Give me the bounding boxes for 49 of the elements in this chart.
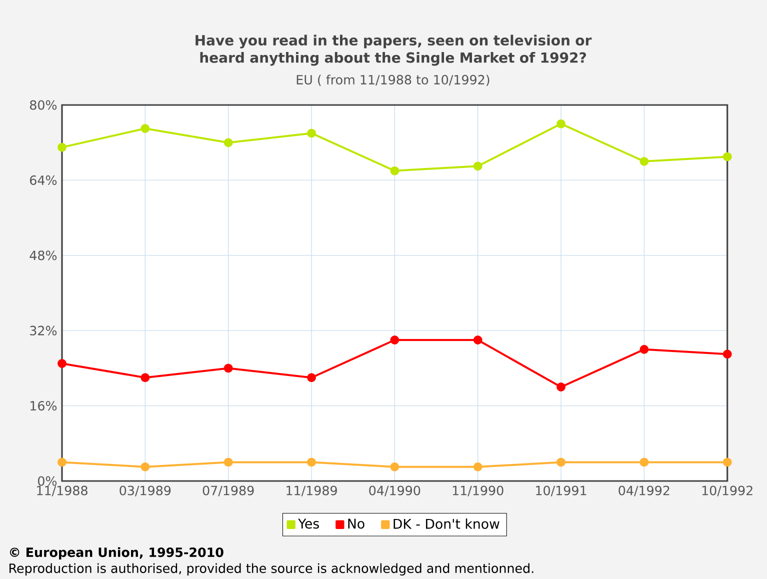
point (58, 359, 66, 368)
point (58, 458, 66, 467)
point (390, 462, 400, 472)
x-tick-label: 03/1989 (120, 486, 171, 496)
point (473, 462, 482, 472)
point (390, 166, 400, 176)
legend-label: No (348, 518, 364, 529)
point (140, 373, 150, 382)
legend-label: Yes (298, 518, 319, 529)
point (722, 458, 732, 467)
y-tick-label: 0% (38, 476, 57, 486)
point (224, 364, 233, 373)
point (473, 162, 482, 171)
point (556, 119, 566, 128)
y-tick-label: 64% (30, 175, 57, 186)
text: © European Union, 1995-2010 (10, 547, 224, 560)
point (722, 350, 732, 359)
point (307, 128, 316, 138)
x-tick-label: 10/1991 (536, 486, 586, 496)
point (640, 344, 649, 354)
point (556, 382, 566, 392)
y-tick-label: 32% (30, 326, 57, 336)
point (58, 142, 66, 152)
legend-label: DK - Don't know (394, 518, 500, 529)
point (307, 458, 316, 467)
point (390, 336, 400, 344)
y-tick-label: 16% (30, 401, 57, 411)
chart-subtitle: EU ( from 11/1988 to 10/1992) (296, 74, 490, 86)
y-tick-label: 48% (30, 250, 57, 260)
point (473, 336, 482, 344)
x-tick-label: 11/1989 (286, 486, 337, 496)
x-tick-label: 04/1990 (369, 486, 420, 496)
point (307, 373, 316, 382)
x-tick-label: 10/1992 (702, 486, 752, 496)
point (140, 462, 150, 472)
point (224, 458, 233, 467)
text: Reproduction is authorised, provided the source is acknowledged and mentionned. (10, 563, 534, 576)
x-tick-label: 07/1989 (202, 486, 254, 496)
point (556, 458, 566, 467)
chart-title: Have you read in the papers, seen on television or heard anything about the Single Market of 1992? (196, 34, 592, 66)
point (722, 152, 732, 162)
x-tick-label: 11/1990 (452, 486, 504, 496)
x-tick-label: 11/1988 (37, 486, 88, 496)
point (640, 458, 649, 467)
point (640, 156, 649, 166)
x-tick-label: 04/1992 (618, 486, 670, 496)
point (224, 138, 233, 148)
y-tick-label: 80% (30, 100, 57, 110)
point (140, 124, 150, 133)
